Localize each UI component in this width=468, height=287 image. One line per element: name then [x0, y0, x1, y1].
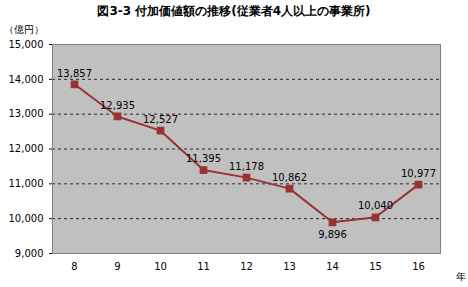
svg-text:8: 8 — [71, 261, 77, 272]
svg-text:年: 年 — [456, 271, 466, 282]
svg-text:15: 15 — [369, 261, 382, 272]
svg-text:11: 11 — [197, 261, 210, 272]
svg-text:10: 10 — [154, 261, 167, 272]
svg-text:12: 12 — [240, 261, 253, 272]
svg-text:10,977: 10,977 — [401, 168, 436, 179]
svg-text:14: 14 — [326, 261, 339, 272]
svg-text:10,000: 10,000 — [9, 213, 44, 224]
svg-text:12,527: 12,527 — [143, 114, 178, 125]
svg-text:12,935: 12,935 — [100, 100, 135, 111]
svg-text:9,000: 9,000 — [15, 248, 44, 259]
svg-text:12,000: 12,000 — [9, 143, 44, 154]
svg-text:（億円）: （億円） — [4, 24, 44, 35]
svg-text:13,857: 13,857 — [57, 68, 92, 79]
svg-text:9: 9 — [114, 261, 120, 272]
svg-text:16: 16 — [412, 261, 425, 272]
svg-text:10,040: 10,040 — [358, 200, 393, 211]
svg-text:13: 13 — [283, 261, 296, 272]
svg-text:11,000: 11,000 — [9, 178, 44, 189]
svg-text:9,896: 9,896 — [318, 229, 347, 240]
svg-text:11,178: 11,178 — [229, 161, 264, 172]
svg-text:15,000: 15,000 — [9, 39, 44, 50]
svg-text:11,395: 11,395 — [186, 153, 221, 164]
html-text:図3-3 付加価値額の推移(従業者4人以上の事業所): 図3-3 付加価値額の推移(従業者4人以上の事業所) — [97, 4, 371, 18]
svg-text:10,862: 10,862 — [272, 172, 307, 183]
svg-text:14,000: 14,000 — [9, 74, 44, 85]
svg-text:13,000: 13,000 — [9, 108, 44, 119]
